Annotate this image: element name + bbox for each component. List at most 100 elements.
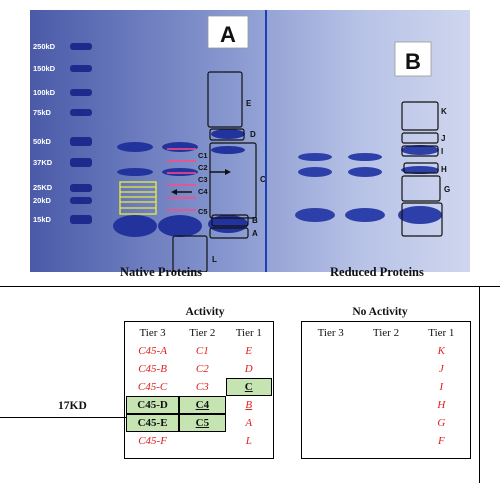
tier1-cell: K [437,345,445,357]
tier1-cell: I [439,381,444,393]
tier1-cell: E [245,345,253,357]
tier1-value: C [244,381,253,393]
marker-label: 25KD [33,183,53,192]
slice-label: C4 [198,187,208,196]
table-row: C45-B C2 D [126,360,272,378]
tier3-cell: C45-F [138,435,167,447]
box-label: K [441,107,447,116]
tier3-cell-highlight: C45-E [126,414,180,432]
header-tier3: Tier 3 [139,327,166,339]
no-activity-bottom-border [301,458,471,459]
tier2-cell [179,432,225,450]
caption-divider [0,286,500,288]
activity-left-border [124,321,125,459]
header-tier1: Tier 1 [428,327,455,339]
panel-a-label-box [207,15,249,49]
panel-b-label: B [405,49,421,74]
tier1-cell: J [438,363,444,375]
gel-image: 250kD 150kD 100kD 75kD 50kD 37KD 25KD 20… [30,10,470,272]
tier3-cell: C45-B [138,363,167,375]
activity-top-border [124,321,274,322]
no-activity-top-border [301,321,471,322]
tier2-cell-highlight: C5 [179,414,226,432]
table-row: C45-A C1 E [126,342,272,360]
header-tier1: Tier 1 [235,327,262,339]
tier1-cell: L [245,435,252,447]
table-row: F [303,432,469,450]
panel-b-boxes [401,101,443,237]
tier2-cell: C2 [195,363,209,375]
marker-label: 75kD [33,108,52,117]
table-row: C45-D C4 B [126,396,272,414]
no-activity-table: Tier 3 Tier 2 Tier 1 K J I H G F [303,324,469,450]
tier2-value: C4 [195,399,210,411]
tier1-cell: D [244,363,253,375]
marker-label: 150kD [33,64,56,73]
panel-a-label: A [220,22,236,47]
marker-label: 50kD [33,137,52,146]
header-tier2: Tier 2 [189,327,216,339]
activity-table: Tier 3 Tier 2 Tier 1 C45-A C1 E C45-B C2… [126,324,272,450]
yellow-slices [119,181,157,215]
reduced-lane-bands [295,145,442,224]
tier2-cell: C1 [195,345,209,357]
box-label: C [260,175,266,184]
slice-label: C5 [198,207,208,216]
marker-label: 20kD [33,196,52,205]
no-activity-right-border [470,321,471,459]
box-label: I [441,147,443,156]
tier1-cell: F [437,435,445,447]
mw-label-17kd: 17KD [58,400,87,412]
arrows [171,169,231,195]
box-label: B [252,216,258,225]
tier3-cell: C45-A [138,345,167,357]
header-tier2: Tier 2 [372,327,400,339]
table-row: H [303,396,469,414]
slice-label: C2 [198,163,208,172]
tier3-cell-highlight: C45-D [126,396,180,414]
box-label: H [441,165,447,174]
reduced-proteins-caption: Reduced Proteins [330,265,424,279]
tier3-cell: C45-C [137,381,168,393]
box-label: L [212,255,217,264]
table-row: K [303,342,469,360]
tier1-cell: G [437,417,446,429]
table-row: C45-F L [126,432,272,450]
panel-a-boxes [172,71,257,272]
table-row: C45-C C3 C [126,378,272,396]
tier2-cell: C3 [195,381,209,393]
no-activity-title: No Activity [352,306,408,318]
marker-label: 250kD [33,42,56,51]
tier2-value: C5 [195,417,210,429]
tier2-cell-highlight: C4 [179,396,226,414]
tier1-cell: B [226,396,272,414]
slice-label: C1 [198,151,208,160]
marker-label: 100kD [33,88,56,97]
slice-label: C3 [198,175,208,184]
tier1-value: B [245,399,253,411]
box-label: D [250,130,256,139]
activity-bottom-border [124,458,274,459]
ladder-bands [70,43,92,224]
tier1-cell: A [245,417,253,429]
table-row: I [303,378,469,396]
marker-label: 15kD [33,215,52,224]
marker-label: 37KD [33,158,53,167]
mw-line [0,417,126,418]
pink-slices [167,148,196,211]
tier1-cell-highlight: C [225,378,272,396]
activity-right-border [273,321,274,459]
tier1-cell: H [437,399,446,411]
table-row: G [303,414,469,432]
no-activity-left-border [301,321,302,459]
box-label: A [252,229,258,238]
native-proteins-caption: Native Proteins [120,265,203,279]
panel-b-label-box [394,41,432,77]
right-vertical-rule [479,286,480,483]
activity-title: Activity [185,306,225,318]
box-label: E [246,99,252,108]
box-label: G [444,185,450,194]
box-label: J [441,134,445,143]
table-row: C45-E C5 A [126,414,272,432]
table-row: J [303,360,469,378]
